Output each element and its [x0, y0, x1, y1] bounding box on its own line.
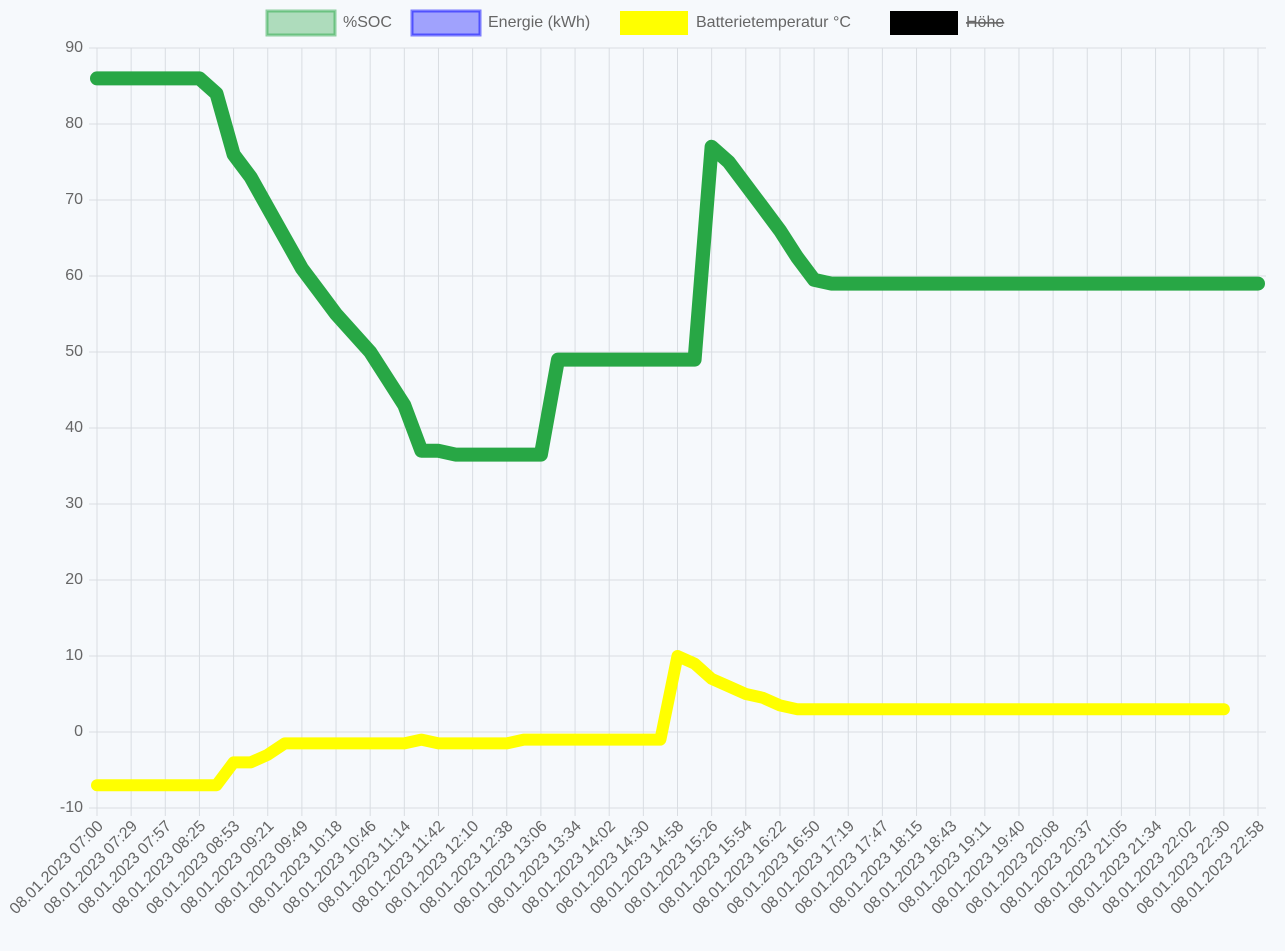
y-tick-label: 40: [65, 419, 83, 436]
y-tick-label: 50: [65, 343, 83, 360]
legend-label: Batterietemperatur °C: [696, 14, 851, 31]
legend-swatch: [890, 11, 958, 35]
legend-label: Energie (kWh): [488, 14, 590, 31]
y-tick-label: 70: [65, 191, 83, 208]
legend-swatch: [265, 9, 337, 37]
y-tick-label: 0: [74, 723, 83, 740]
y-tick-label: 20: [65, 571, 83, 588]
legend-swatch: [410, 9, 482, 37]
y-tick-label: -10: [60, 799, 83, 816]
y-tick-label: 80: [65, 115, 83, 132]
y-tick-label: 10: [65, 647, 83, 664]
legend-swatch: [620, 11, 688, 35]
y-tick-label: 30: [65, 495, 83, 512]
y-tick-label: 90: [65, 39, 83, 56]
legend-label: %SOC: [343, 14, 392, 31]
legend-label: Höhe: [966, 14, 1004, 31]
series-line: [90, 71, 1265, 462]
series-line: [91, 650, 1230, 792]
y-tick-label: 60: [65, 267, 83, 284]
